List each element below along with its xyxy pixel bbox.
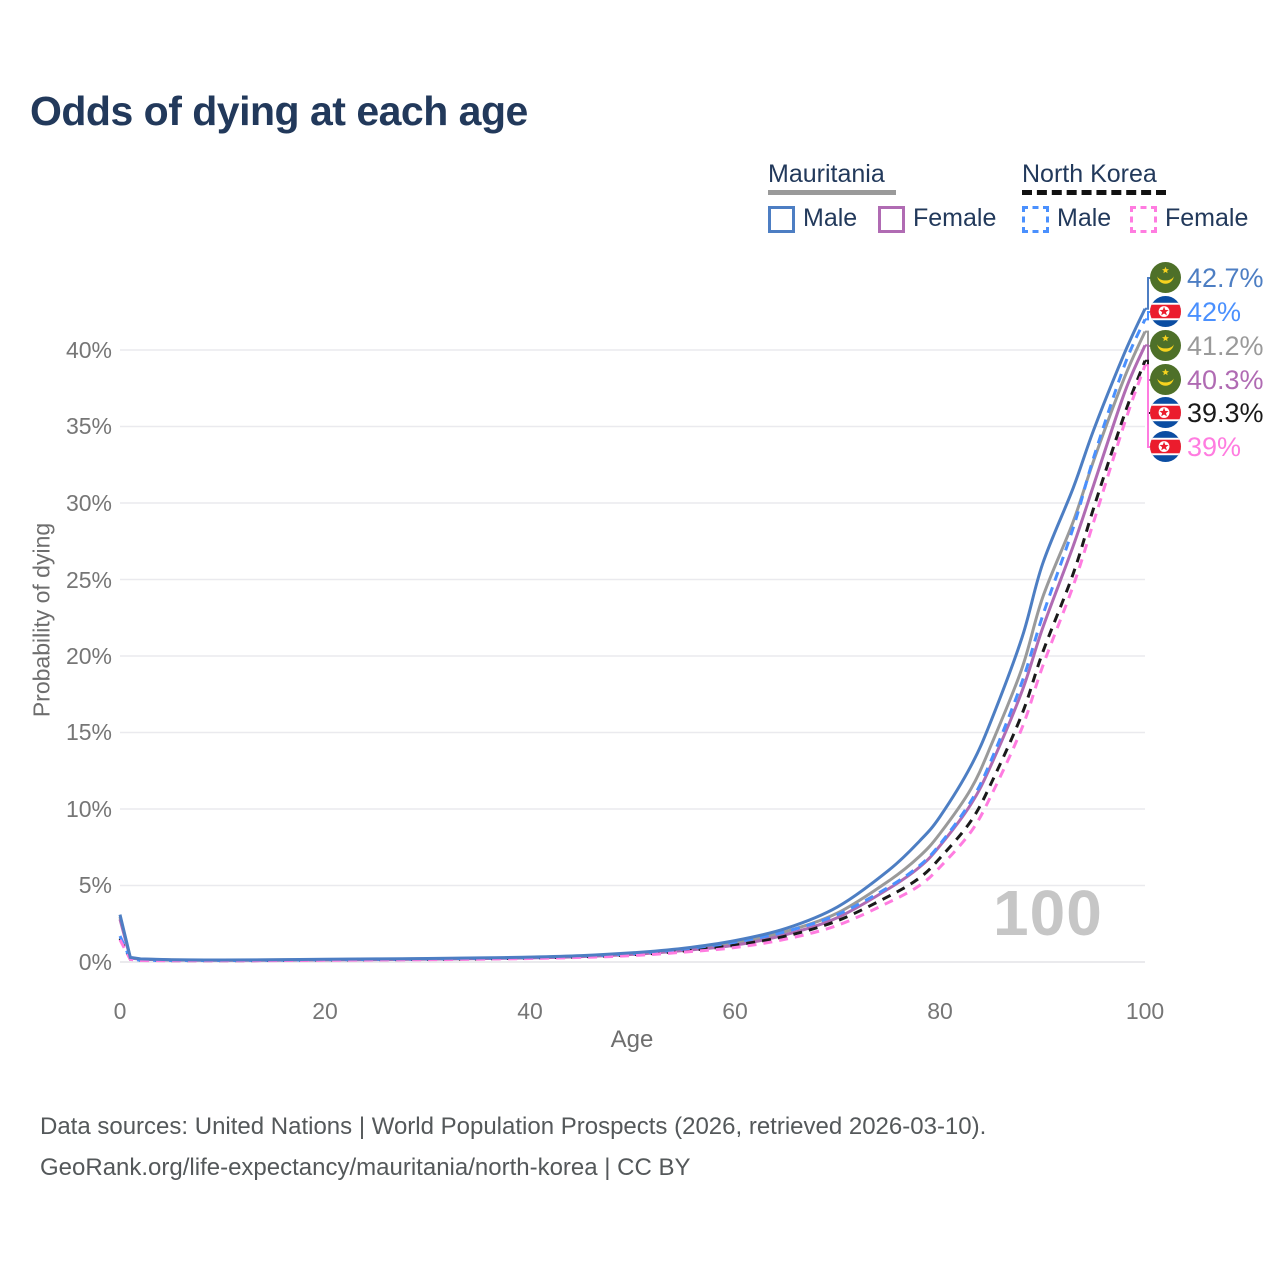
y-tick-30: 30% bbox=[65, 490, 112, 516]
x-tick-100: 100 bbox=[1125, 998, 1165, 1024]
legend-swatch-mauritania-female[interactable] bbox=[878, 206, 905, 233]
legend-label-north-korea-male[interactable]: Male bbox=[1057, 204, 1112, 232]
y-tick-40: 40% bbox=[65, 337, 112, 363]
footer-line-1: Data sources: United Nations | World Pop… bbox=[40, 1113, 987, 1140]
north-korea-flag-icon bbox=[1150, 431, 1181, 462]
x-tick-60: 60 bbox=[722, 998, 748, 1024]
mauritania-flag-icon bbox=[1150, 364, 1181, 395]
page-title: Odds of dying at each age bbox=[30, 88, 528, 134]
y-tick-35: 35% bbox=[65, 413, 112, 439]
y-tick-5: 5% bbox=[78, 872, 112, 898]
age-watermark: 100 bbox=[993, 877, 1103, 949]
leader-line-north-korea-female bbox=[1145, 364, 1152, 448]
legend-swatch-north-korea-male[interactable] bbox=[1022, 206, 1049, 233]
leader-line-mauritania-both bbox=[1145, 330, 1152, 347]
y-tick-10: 10% bbox=[65, 796, 112, 822]
x-axis-title: Age bbox=[610, 1026, 654, 1053]
legend-underline-mauritania bbox=[768, 190, 896, 195]
y-tick-0: 0% bbox=[78, 949, 112, 975]
end-label-north-korea-both: 39.3% bbox=[1187, 398, 1264, 428]
north-korea-flag-icon bbox=[1150, 397, 1181, 428]
legend-label-north-korea-female[interactable]: Female bbox=[1165, 204, 1249, 232]
mauritania-flag-icon bbox=[1150, 330, 1181, 361]
mauritania-flag-icon bbox=[1150, 262, 1181, 293]
end-label-north-korea-female: 39% bbox=[1187, 432, 1242, 462]
y-tick-25: 25% bbox=[65, 567, 112, 593]
legend-swatch-north-korea-female[interactable] bbox=[1130, 206, 1157, 233]
end-label-mauritania-male: 42.7% bbox=[1187, 263, 1264, 293]
series-line-north-korea-male bbox=[118, 318, 1147, 962]
legend-underline-north-korea bbox=[1022, 190, 1166, 195]
end-label-mauritania-female: 40.3% bbox=[1187, 365, 1264, 395]
x-tick-20: 20 bbox=[312, 998, 338, 1024]
series-line-mauritania-male bbox=[118, 308, 1147, 962]
leader-line-mauritania-male bbox=[1145, 277, 1152, 310]
legend-group-mauritania: Mauritania bbox=[768, 160, 885, 188]
y-tick-15: 15% bbox=[65, 719, 112, 745]
footer-line-2: GeoRank.org/life-expectancy/mauritania/n… bbox=[40, 1154, 691, 1181]
leader-line-north-korea-male bbox=[1145, 311, 1152, 321]
end-label-north-korea-male: 42% bbox=[1187, 297, 1242, 327]
x-tick-40: 40 bbox=[517, 998, 543, 1024]
data-source-footer: Data sources: United Nations | World Pop… bbox=[40, 1106, 986, 1188]
x-tick-0: 0 bbox=[113, 998, 127, 1024]
end-label-mauritania-both: 41.2% bbox=[1187, 331, 1264, 361]
y-axis-title: Probability of dying bbox=[28, 522, 55, 718]
legend-group-north-korea: North Korea bbox=[1022, 160, 1157, 188]
series-line-north-korea-female bbox=[118, 364, 1147, 963]
north-korea-flag-icon bbox=[1150, 296, 1181, 327]
x-tick-80: 80 bbox=[927, 998, 953, 1024]
legend-label-mauritania-female[interactable]: Female bbox=[913, 204, 997, 232]
legend-swatch-mauritania-male[interactable] bbox=[768, 206, 795, 233]
legend-label-mauritania-male[interactable]: Male bbox=[803, 204, 858, 232]
y-tick-20: 20% bbox=[65, 643, 112, 669]
series-line-north-korea-both bbox=[118, 360, 1147, 963]
series-line-mauritania-female bbox=[118, 344, 1147, 962]
